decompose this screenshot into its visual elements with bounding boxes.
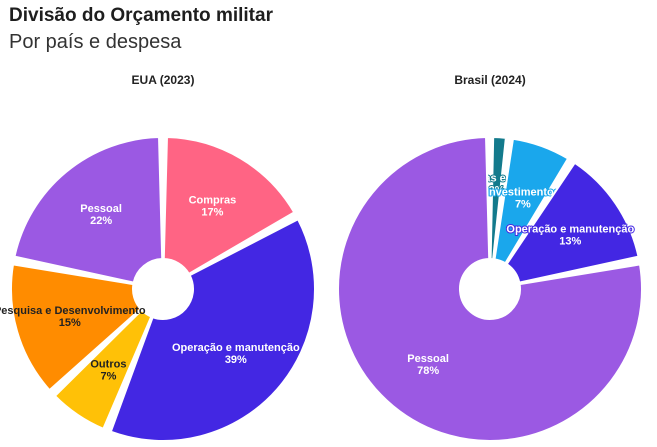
slice-value-outros: 7% xyxy=(100,370,116,382)
slice-label-pessoal: Pessoal xyxy=(80,203,122,215)
slice-value-operacao-e-manutencao: 39% xyxy=(225,354,247,366)
slice-value-compras: 17% xyxy=(201,206,223,218)
pie-slice-compras[interactable] xyxy=(162,136,296,275)
slice-value-pessoal: 22% xyxy=(90,215,112,227)
pie-slice-investimentos[interactable] xyxy=(493,137,570,265)
pie-slice-dividas-e-juros[interactable] xyxy=(489,136,507,261)
chart-subtitle: Por país e despesa xyxy=(9,31,182,53)
pie-slice-pessoal[interactable] xyxy=(13,136,164,284)
slice-label-operacao-e-manutencao: Operação e manutenção xyxy=(172,342,300,354)
pie-chart-brasil: Dívidas e juros2%Investimentos7%Operação… xyxy=(337,136,643,442)
pie-title-brasil: Brasil (2024) xyxy=(454,73,526,87)
pie-title-eua: EUA (2023) xyxy=(131,73,195,87)
slice-label-pessoal: Pessoal xyxy=(407,353,449,365)
pie-slice-operacao-e-manutencao[interactable] xyxy=(505,161,640,284)
pie-slice-outros[interactable] xyxy=(53,309,153,430)
pie-slice-pesquisa-e-desenvolvimento[interactable] xyxy=(10,263,142,392)
slice-label-compras: Compras xyxy=(189,194,237,206)
slice-value-dividas-e-juros: 2% xyxy=(489,185,505,197)
pie-slice-pessoal[interactable] xyxy=(337,136,643,442)
slice-label-investimentos: Investimentos xyxy=(486,187,560,199)
slice-label-operacao-e-manutencao: Operação e manutenção xyxy=(506,223,634,235)
slice-label-outros: Outros xyxy=(90,358,126,370)
pie-slice-operacao-e-manutencao[interactable] xyxy=(109,218,316,442)
slice-value-operacao-e-manutencao: 13% xyxy=(559,235,581,247)
slice-label-pesquisa-e-desenvolvimento: Pesquisa e Desenvolvimento xyxy=(0,305,146,317)
chart-title: Divisão do Orçamento militar xyxy=(9,5,273,26)
slice-value-investimentos: 7% xyxy=(515,199,531,211)
slice-value-pesquisa-e-desenvolvimento: 15% xyxy=(59,317,81,329)
slice-value-pessoal: 78% xyxy=(417,365,439,377)
